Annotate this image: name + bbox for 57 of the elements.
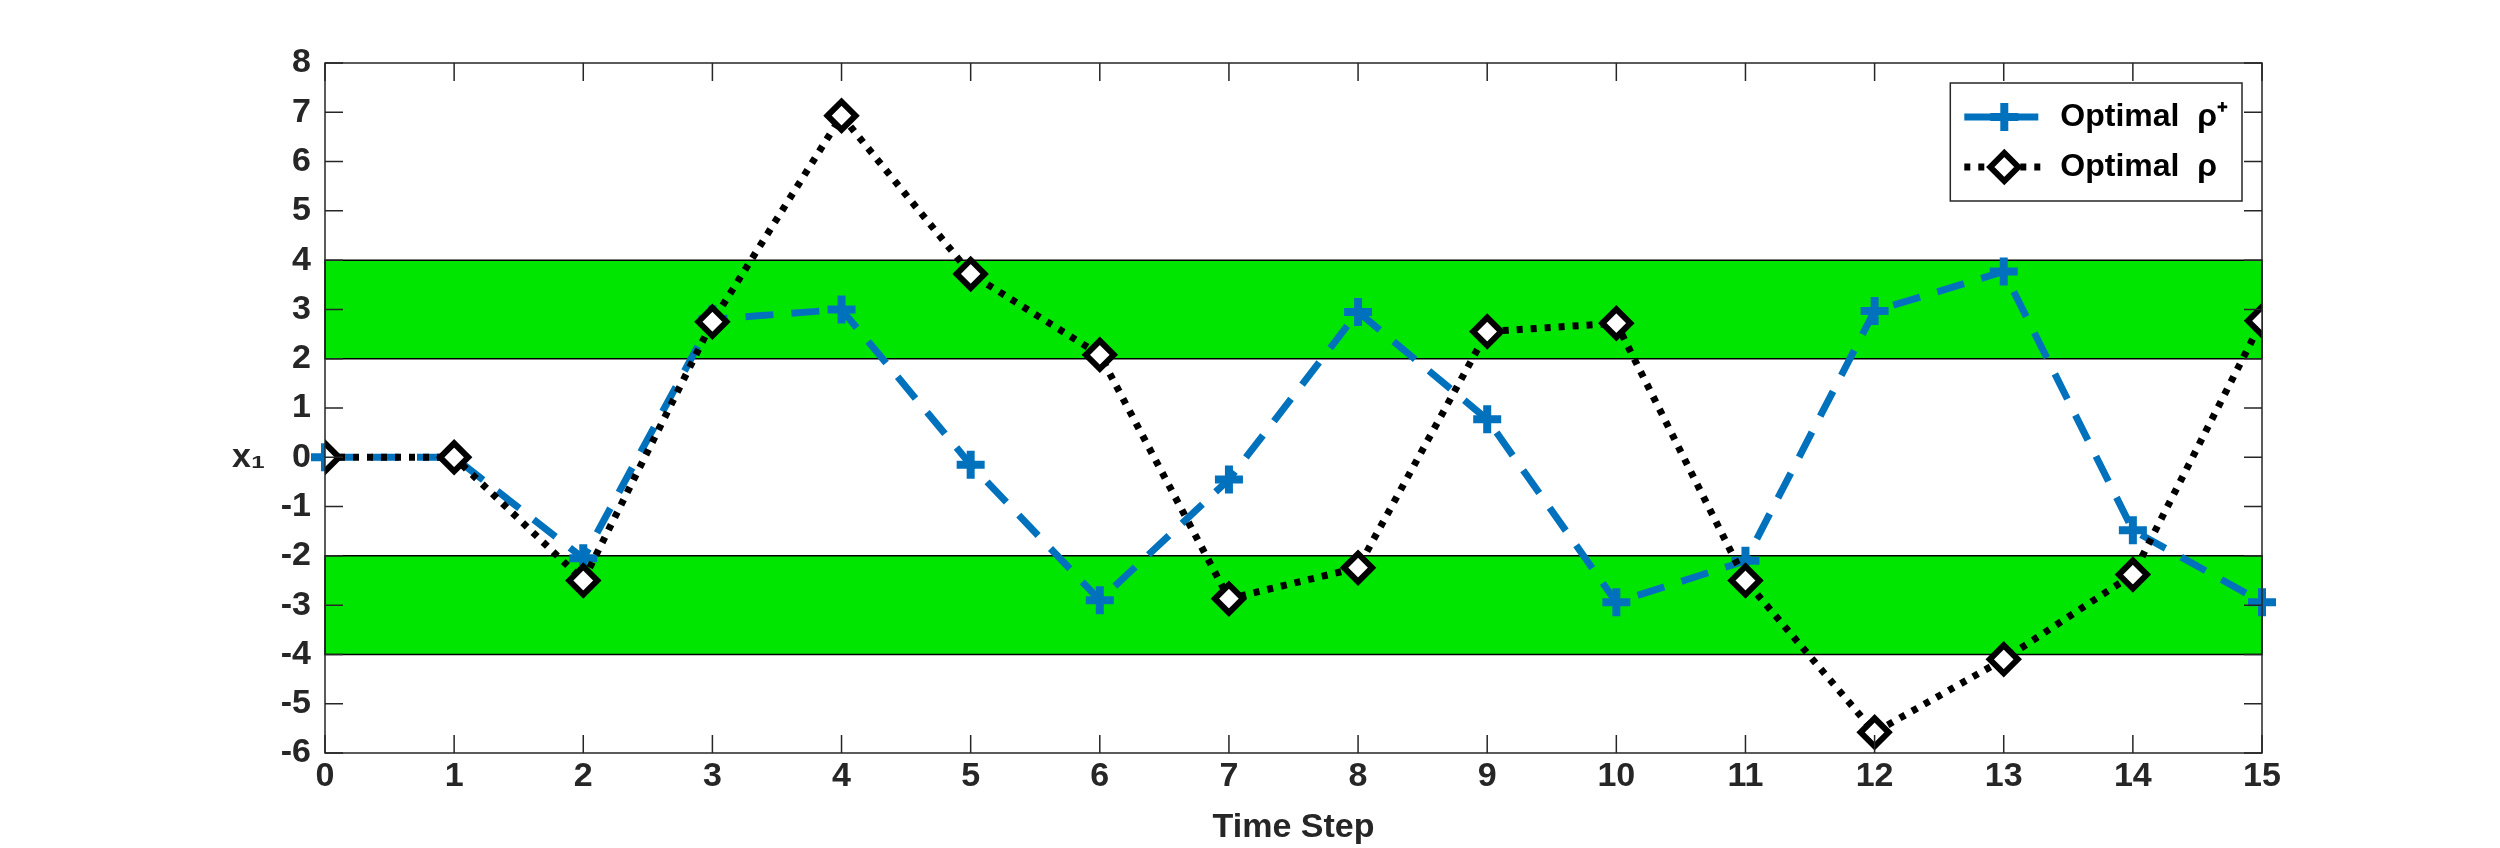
legend-label: Optimal ρ⁺ [2060,96,2228,133]
y-tick-label: 6 [292,139,311,178]
point [824,98,859,133]
point [1085,586,1114,615]
y-tick-label: -3 [280,583,311,622]
x-tick-label: 8 [1348,754,1368,793]
point [1473,405,1502,434]
y-tick-label: -4 [280,632,312,671]
point [1344,297,1373,326]
y-tick-label: 2 [292,337,311,376]
point [566,563,601,598]
y-tick-label: -1 [280,484,311,523]
point [1989,257,2018,286]
x-tick-label: 15 [2243,754,2281,793]
x-tick-label: 4 [832,754,852,793]
x-tick-label: 11 [1727,754,1764,793]
point [953,256,988,291]
legend-label: Optimal ρ [2060,146,2217,183]
point [1728,563,1763,598]
x-tick-label: 9 [1477,754,1497,793]
y-tick-label: 8 [292,41,311,80]
point [956,450,985,479]
point [1082,337,1117,372]
y-tick-label: 7 [292,90,311,129]
x-tick-label: 7 [1219,754,1239,793]
x-tick-label: 10 [1597,754,1636,793]
y-tick-label: 3 [292,287,311,326]
x-tick-label: 2 [573,754,593,793]
x-tick-label: 13 [1984,754,2023,793]
x-tick-label: 5 [961,754,981,793]
y-tick-label: -6 [280,731,311,770]
x-tick-label: 14 [2113,754,2152,793]
point [1599,306,1634,341]
point [695,304,730,339]
point [1602,588,1631,617]
point [1214,465,1243,494]
x-tick-label: 3 [702,754,722,793]
x-tick-label: 12 [1855,754,1894,793]
point [1986,642,2021,677]
y-axis-title: x₁ [232,435,265,474]
point [1341,550,1376,585]
y-tick-label: 1 [292,386,311,425]
point [1211,581,1246,616]
x-axis-title: Time Step [1212,805,1375,844]
point [1470,314,1505,349]
point [2118,516,2147,545]
y-tick-label: -5 [280,682,311,721]
y-tick-label: 4 [292,238,312,277]
point [1860,296,1889,325]
point [1857,715,1892,750]
y-tick-label: 5 [292,189,311,228]
point [2115,557,2150,592]
x-tick-label: 6 [1090,754,1110,793]
y-tick-label: 0 [292,435,311,474]
x-tick-label: 1 [444,754,464,793]
y-tick-label: -2 [280,534,311,573]
point [827,295,856,324]
